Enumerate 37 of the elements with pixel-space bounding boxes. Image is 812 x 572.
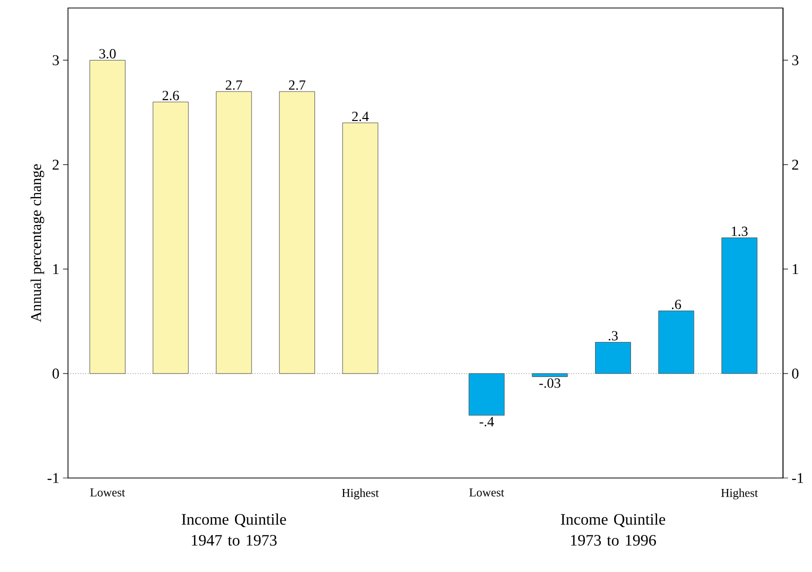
text: Income Quintile 1947 to 1973 [182,514,286,546]
y-tick-label: 0 [52,368,59,379]
data-label: 2.6 [162,90,179,100]
y2-tick-label: 1 [792,264,798,274]
y2-tick-label: 2 [792,160,798,170]
y-tick-label: 2 [52,160,59,170]
data-label: -.4 [480,417,494,426]
data-label: -.03 [539,378,560,388]
x-tick-label: Lowest [469,488,504,496]
bar [279,91,316,374]
y2-tick-label: 3 [792,55,798,66]
text: Income Quintile 1973 to 1996 [560,514,666,546]
y2-tick-label: 0 [792,368,798,379]
bar [532,373,568,377]
bar [152,102,189,374]
bar [721,238,758,374]
bar [658,310,694,374]
bar [90,60,126,374]
bar [342,122,378,374]
y-axis-title: Annual percentage change [30,164,44,322]
bar [595,342,631,374]
data-label: 1.3 [732,226,748,236]
data-label: 2.7 [226,80,242,90]
bar [216,91,252,374]
data-label: 3.0 [99,49,116,59]
x-tick-label: Highest [721,488,758,500]
y-tick-label: -1 [48,473,59,483]
y-tick-label: 1 [53,264,59,274]
data-label: .6 [672,300,682,310]
bar [468,373,505,416]
data-label: 2.7 [288,80,306,90]
x-tick-label: Highest [342,488,379,500]
y-tick-label: 3 [52,55,59,66]
x-tick-label: Lowest [90,488,126,496]
data-label: .3 [608,331,618,341]
y2-tick-label: -1 [792,473,804,483]
data-label: 2.4 [352,112,369,122]
